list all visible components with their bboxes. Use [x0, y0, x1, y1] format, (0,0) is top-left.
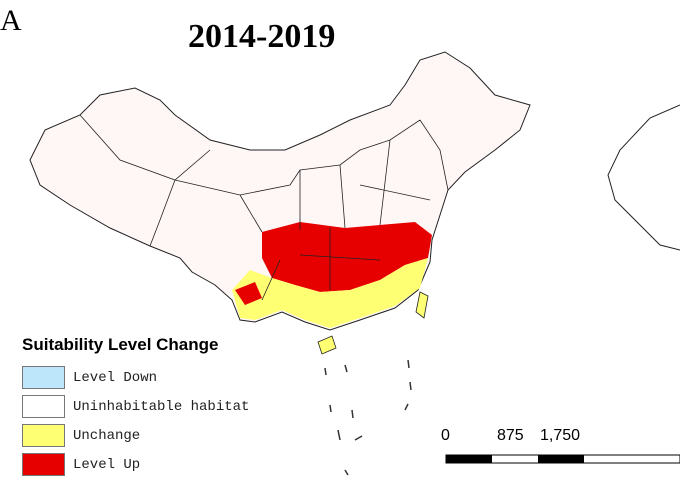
second-map-partial	[607, 104, 680, 251]
legend-item-level-down: Level Down	[22, 363, 249, 392]
scale-label-875: 875	[497, 427, 524, 444]
legend-label: Uninhabitable habitat	[73, 398, 250, 415]
legend-item-level-up: Level Up	[22, 450, 249, 479]
scale-bar	[445, 454, 680, 464]
scale-label-0: 0	[441, 427, 450, 444]
legend-swatch	[22, 453, 65, 476]
legend-title: Suitability Level Change	[22, 335, 219, 354]
scale-label-1750: 1,750	[540, 427, 581, 444]
panel-letter: A	[0, 4, 22, 37]
legend-swatch	[22, 424, 65, 447]
legend-label: Level Up	[73, 456, 141, 473]
taiwan-island	[415, 291, 429, 319]
legend-item-uninhabitable: Uninhabitable habitat	[22, 392, 249, 421]
legend-label: Unchange	[73, 427, 141, 444]
legend-swatch	[22, 395, 65, 418]
province-borders	[79, 114, 449, 301]
legend-item-unchange: Unchange	[22, 421, 249, 450]
legend-label: Level Down	[73, 369, 158, 386]
hainan-island	[317, 335, 337, 355]
legend-swatch	[22, 366, 65, 389]
south-china-sea-islands	[324, 359, 412, 476]
level-up-region	[262, 222, 432, 292]
china-map	[29, 51, 531, 476]
legend: Suitability Level Change Level Down Unin…	[22, 335, 249, 479]
map-title: 2014-2019	[188, 18, 336, 55]
unchange-region	[232, 258, 428, 328]
level-up-patch	[235, 282, 262, 305]
